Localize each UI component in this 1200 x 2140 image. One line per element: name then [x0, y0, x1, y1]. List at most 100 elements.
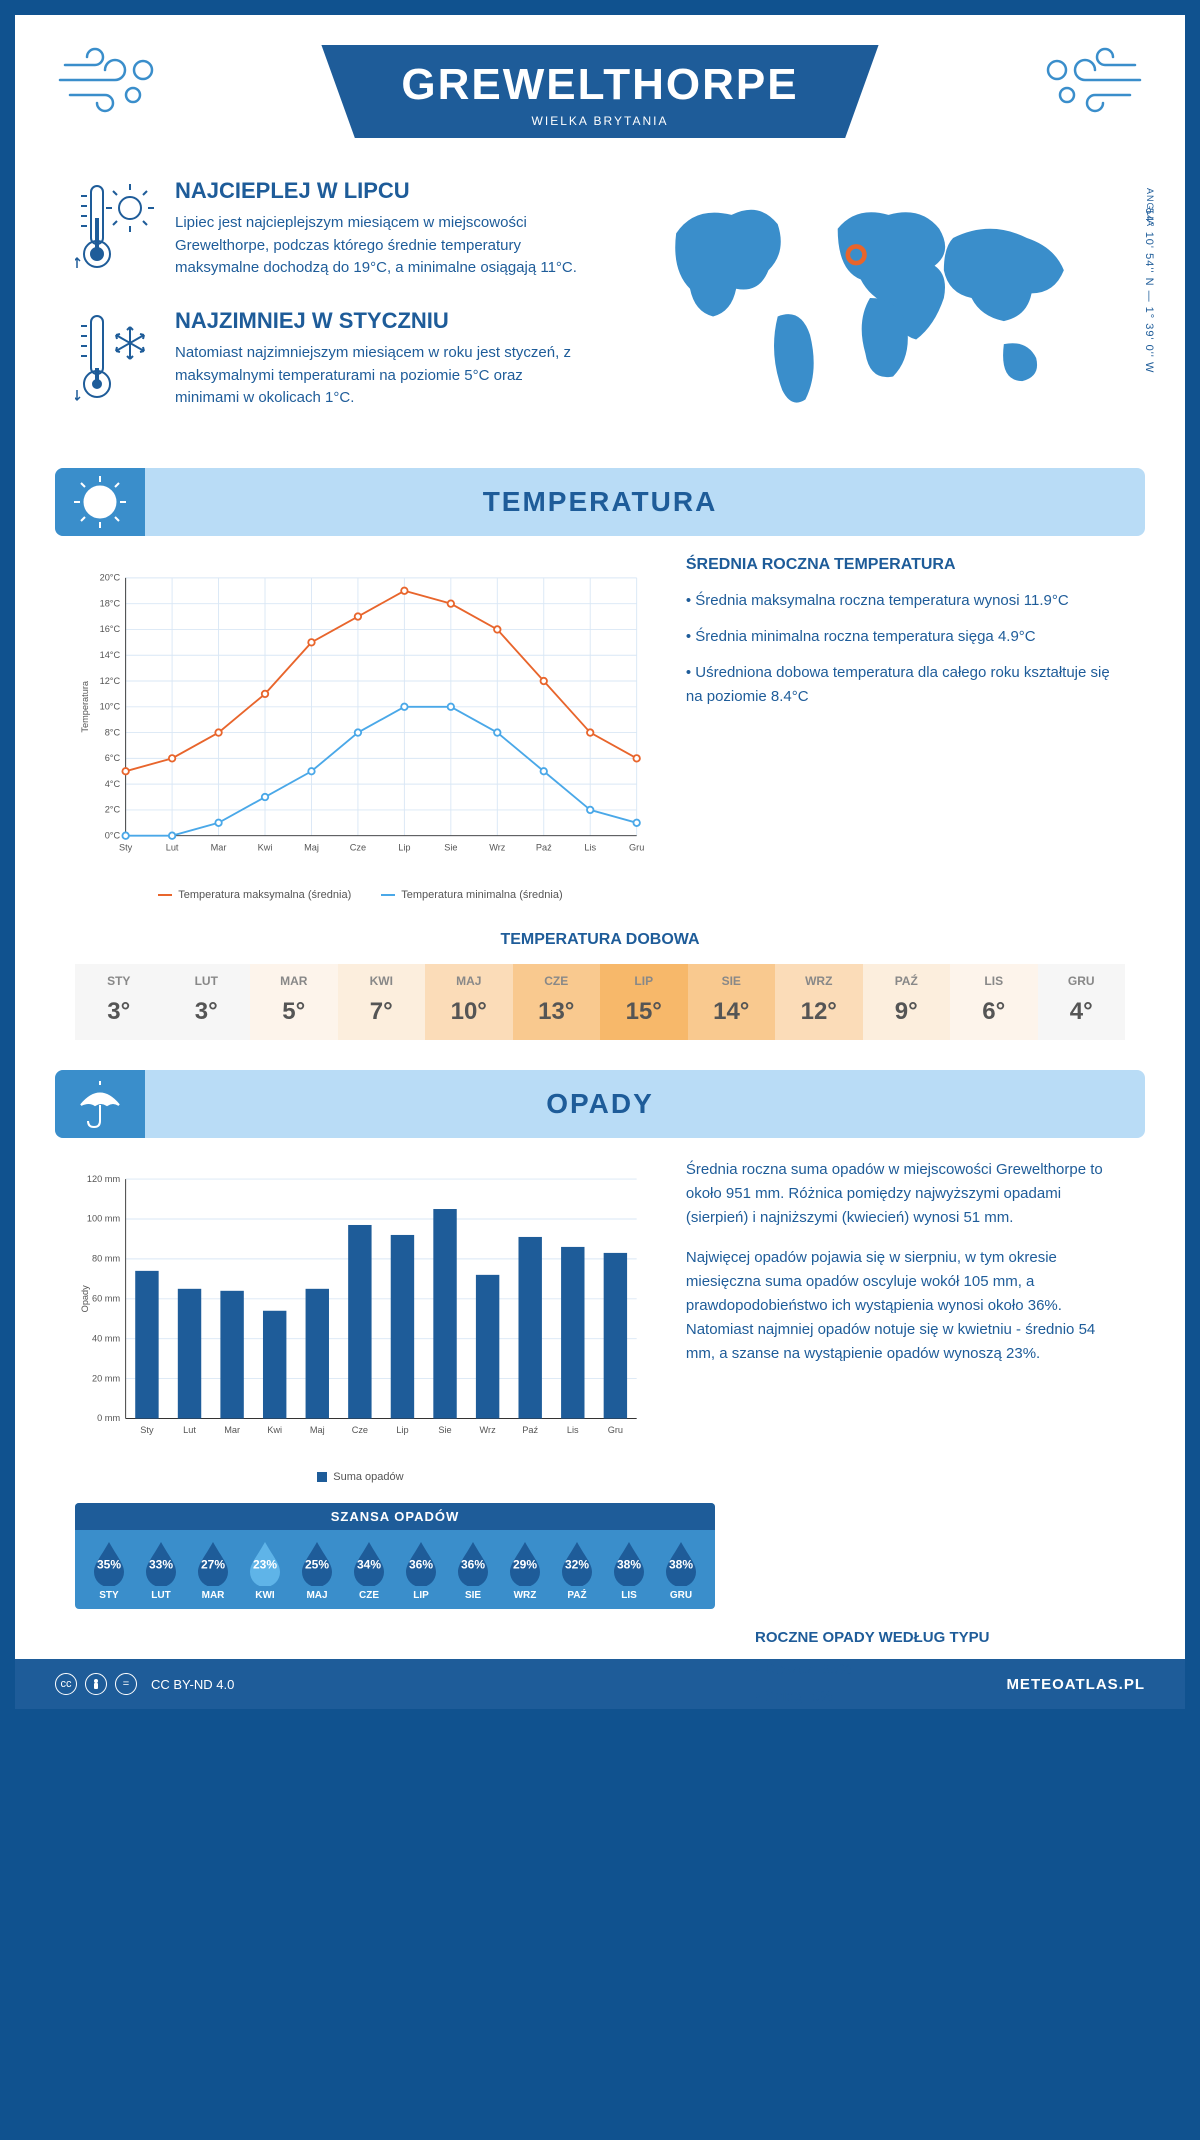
precip-type-l2: • Śnieg: 5%: [755, 1683, 989, 1710]
svg-text:18°C: 18°C: [100, 598, 121, 608]
drop-pct: 32%: [565, 1557, 589, 1571]
svg-text:Gru: Gru: [608, 1425, 623, 1435]
temp-cell: GRU 4°: [1038, 964, 1126, 1040]
coords-label: 54° 10' 54'' N — 1° 39' 0'' W: [1143, 208, 1155, 373]
legend-precip: Suma opadów: [317, 1471, 403, 1483]
temp-cell-month: LUT: [167, 974, 247, 988]
temperature-annual-text: ŚREDNIA ROCZNA TEMPERATURA • Średnia mak…: [686, 556, 1125, 901]
precip-by-type: ROCZNE OPADY WEDŁUG TYPU • Deszcz: 95% •…: [755, 1629, 989, 1710]
temp-cell-month: STY: [79, 974, 159, 988]
temperature-legend: Temperatura maksymalna (średnia) Tempera…: [75, 889, 646, 901]
legend-min: Temperatura minimalna (średnia): [381, 889, 562, 901]
coldest-block: NAJZIMNIEJ W STYCZNIU Natomiast najzimni…: [75, 308, 585, 413]
svg-text:Temperatura: Temperatura: [80, 680, 90, 732]
warmest-block: NAJCIEPLEJ W LIPCU Lipiec jest najcieple…: [75, 178, 585, 283]
svg-text:Lut: Lut: [166, 842, 179, 852]
temp-cell-value: 15°: [604, 998, 684, 1026]
drop-month: WRZ: [499, 1590, 551, 1601]
sun-icon: [55, 468, 145, 536]
svg-text:Lip: Lip: [398, 842, 410, 852]
raindrop-icon: 32%: [558, 1540, 596, 1586]
footer-brand: METEOATLAS.PL: [1006, 1676, 1145, 1693]
temp-cell: PAŹ9°: [863, 964, 951, 1040]
drop-month: CZE: [343, 1590, 395, 1601]
drop-pct: 25%: [305, 1557, 329, 1571]
svg-text:8°C: 8°C: [105, 727, 121, 737]
drop-month: LUT: [135, 1590, 187, 1601]
umbrella-icon: [55, 1070, 145, 1138]
svg-text:16°C: 16°C: [100, 624, 121, 634]
raindrop-icon: 35%: [90, 1540, 128, 1586]
temp-cell-value: 3°: [79, 998, 159, 1026]
svg-text:6°C: 6°C: [105, 753, 121, 763]
raindrop-icon: 27%: [194, 1540, 232, 1586]
svg-text:14°C: 14°C: [100, 650, 121, 660]
temp-cell-value: 12°: [779, 998, 859, 1026]
svg-text:40 mm: 40 mm: [92, 1333, 120, 1343]
drop-cell: 38% LIS: [603, 1540, 655, 1601]
precip-body: 0 mm20 mm40 mm60 mm80 mm100 mm120 mmOpad…: [15, 1138, 1185, 1503]
svg-text:Lip: Lip: [396, 1425, 408, 1435]
nd-icon: =: [115, 1673, 137, 1695]
raindrop-icon: 23%: [246, 1540, 284, 1586]
temp-cell-value: 5°: [254, 998, 334, 1026]
raindrop-icon: 36%: [402, 1540, 440, 1586]
rain-chance-drops: 35% STY 33% LUT 27% MAR 23%: [75, 1530, 715, 1609]
country-subtitle: WIELKA BRYTANIA: [401, 114, 798, 128]
svg-text:4°C: 4°C: [105, 779, 121, 789]
svg-text:Opady: Opady: [80, 1285, 90, 1312]
header: GREWELTHORPE WIELKA BRYTANIA: [15, 15, 1185, 158]
thermometer-snow-icon: [75, 308, 155, 413]
drop-cell: 29% WRZ: [499, 1540, 551, 1601]
precip-type-l1: • Deszcz: 95%: [755, 1656, 989, 1683]
temp-cell-month: GRU: [1042, 974, 1122, 988]
legend-max: Temperatura maksymalna (średnia): [158, 889, 351, 901]
precip-title: OPADY: [75, 1088, 1125, 1120]
precip-p1: Średnia roczna suma opadów w miejscowośc…: [686, 1158, 1125, 1230]
temp-cell-month: WRZ: [779, 974, 859, 988]
drop-cell: 36% LIP: [395, 1540, 447, 1601]
temp-cell-value: 10°: [429, 998, 509, 1026]
drop-month: KWI: [239, 1590, 291, 1601]
svg-text:Lut: Lut: [183, 1425, 196, 1435]
temp-cell: LUT3°: [163, 964, 251, 1040]
drop-month: LIP: [395, 1590, 447, 1601]
svg-text:Cze: Cze: [350, 842, 366, 852]
temp-cell-month: PAŹ: [867, 974, 947, 988]
temp-cell-month: KWI: [342, 974, 422, 988]
annual-b3: • Uśredniona dobowa temperatura dla całe…: [686, 661, 1125, 709]
svg-text:Mar: Mar: [224, 1425, 240, 1435]
precip-p2: Najwięcej opadów pojawia się w sierpniu,…: [686, 1246, 1125, 1366]
raindrop-icon: 29%: [506, 1540, 544, 1586]
svg-text:10°C: 10°C: [100, 702, 121, 712]
svg-text:Sty: Sty: [140, 1425, 154, 1435]
temp-cell-month: LIS: [954, 974, 1034, 988]
temp-cell: MAJ10°: [425, 964, 513, 1040]
svg-text:Cze: Cze: [352, 1425, 368, 1435]
rain-chance-panel: SZANSA OPADÓW 35% STY 33% LUT 27%: [75, 1503, 715, 1609]
temperature-title: TEMPERATURA: [75, 486, 1125, 518]
daily-temperature: TEMPERATURA DOBOWA STY3°LUT3°MAR5°KWI7°M…: [15, 921, 1185, 1070]
annual-b1: • Średnia maksymalna roczna temperatura …: [686, 589, 1125, 613]
drop-month: STY: [83, 1590, 135, 1601]
svg-text:12°C: 12°C: [100, 676, 121, 686]
svg-text:100 mm: 100 mm: [87, 1214, 121, 1224]
raindrop-icon: 38%: [610, 1540, 648, 1586]
temp-cell-month: SIE: [692, 974, 772, 988]
raindrop-icon: 33%: [142, 1540, 180, 1586]
title-banner: GREWELTHORPE WIELKA BRYTANIA: [321, 45, 878, 138]
thermometer-sun-icon: [75, 178, 155, 283]
svg-text:Paź: Paź: [522, 1425, 538, 1435]
cc-icon: cc: [55, 1673, 77, 1695]
drop-month: MAJ: [291, 1590, 343, 1601]
svg-text:120 mm: 120 mm: [87, 1174, 121, 1184]
coldest-text: Natomiast najzimniejszym miesiącem w rok…: [175, 342, 585, 410]
svg-text:Kwi: Kwi: [267, 1425, 282, 1435]
svg-text:2°C: 2°C: [105, 805, 121, 815]
temp-cell: STY 3°: [75, 964, 163, 1040]
temp-cell-value: 4°: [1042, 998, 1122, 1026]
temp-cell: WRZ 12°: [775, 964, 863, 1040]
drop-cell: 36% SIE: [447, 1540, 499, 1601]
temp-cell-value: 6°: [954, 998, 1034, 1026]
precip-section-header: OPADY: [55, 1070, 1145, 1138]
